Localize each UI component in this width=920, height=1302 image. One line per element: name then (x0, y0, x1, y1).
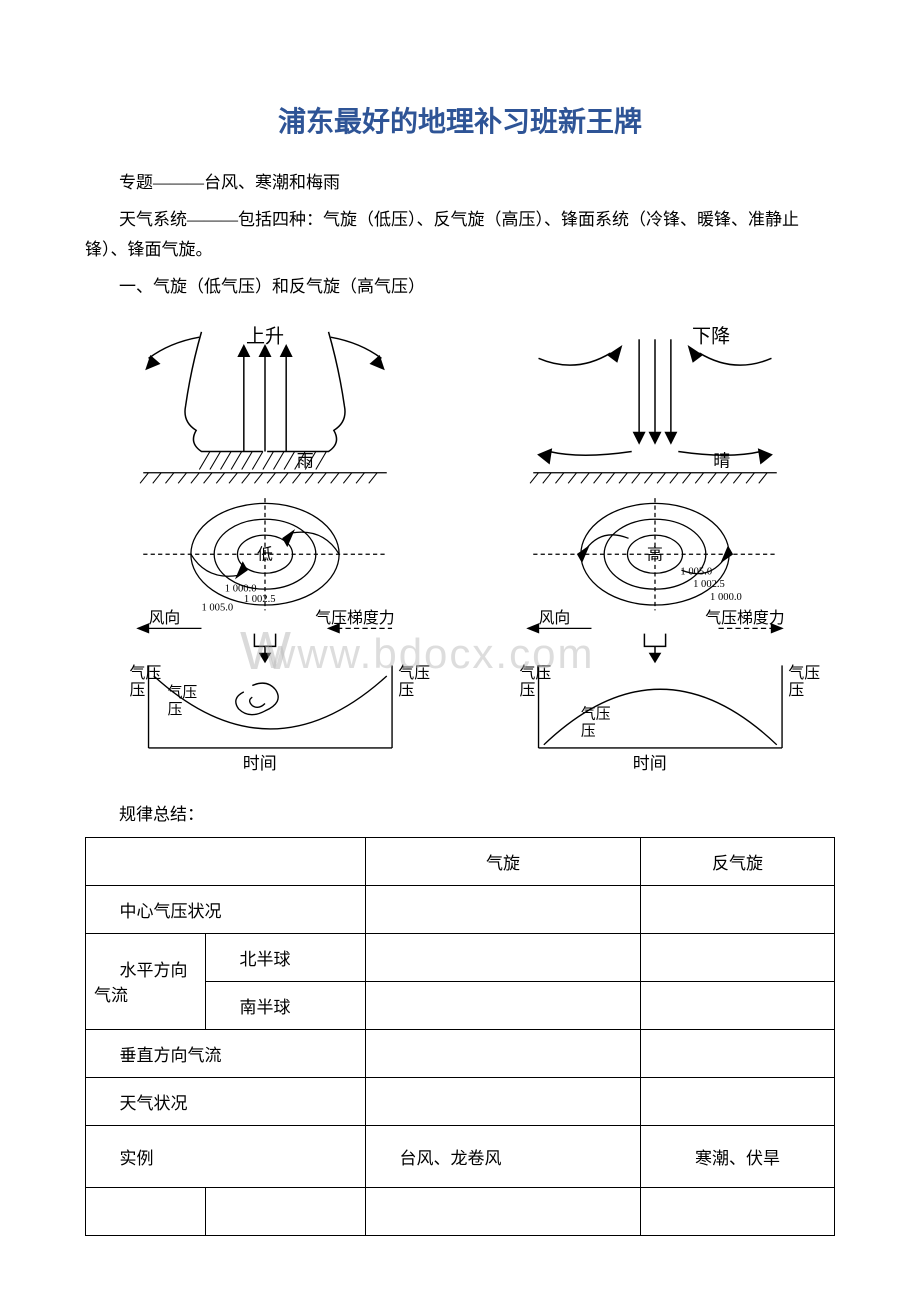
cell-cyclone-example: 台风、龙卷风 (366, 1125, 641, 1187)
svg-text:气压: 气压 (129, 664, 161, 682)
summary-table: 气旋 反气旋 中心气压状况 水平方向气流 北半球 南半球 垂直方向气流 天气状况 (85, 837, 835, 1236)
svg-text:高: 高 (647, 546, 663, 564)
col-header-anticyclone: 反气旋 (640, 837, 834, 885)
cell (366, 933, 641, 981)
anticyclone-diagram: 下降 晴 (475, 316, 835, 771)
page-title: 浦东最好的地理补习班新王牌 (85, 100, 835, 140)
row-north-hemi: 北半球 (206, 933, 366, 981)
cell (640, 885, 834, 933)
cell (86, 1187, 206, 1235)
paragraph-section-1: 一、气旋（低气压）和反气旋（高气压） (85, 272, 835, 303)
table-row: 实例 台风、龙卷风 寒潮、伏旱 (86, 1125, 835, 1187)
cell (366, 981, 641, 1029)
row-weather: 天气状况 (86, 1077, 366, 1125)
svg-text:下降: 下降 (692, 326, 730, 348)
cell-empty (86, 837, 366, 885)
cell (640, 1077, 834, 1125)
cell (366, 1077, 641, 1125)
table-row: 水平方向气流 北半球 (86, 933, 835, 981)
svg-text:时间: 时间 (243, 755, 277, 772)
cell (366, 1029, 641, 1077)
table-row: 天气状况 (86, 1077, 835, 1125)
svg-text:气压梯度力: 气压梯度力 (705, 609, 784, 627)
anticyclone-svg: 下降 晴 (475, 316, 835, 771)
diagram-row: 上升 雨 (85, 316, 835, 771)
svg-text:风向: 风向 (149, 609, 181, 627)
svg-text:气压: 气压 (788, 664, 820, 682)
col-header-cyclone: 气旋 (366, 837, 641, 885)
cyclone-diagram: 上升 雨 (85, 316, 445, 771)
svg-text:压: 压 (398, 682, 414, 699)
svg-text:1 002.5: 1 002.5 (693, 579, 725, 590)
table-row: 中心气压状况 (86, 885, 835, 933)
svg-text:压: 压 (168, 701, 183, 718)
svg-text:雨: 雨 (297, 452, 314, 471)
svg-text:气压: 气压 (168, 685, 198, 702)
cell (640, 1029, 834, 1077)
svg-text:压: 压 (788, 682, 804, 699)
cell (366, 1187, 641, 1235)
cell (640, 1187, 834, 1235)
cell-anticyclone-example: 寒潮、伏旱 (640, 1125, 834, 1187)
cell (640, 981, 834, 1029)
row-horizontal-flow: 水平方向气流 (86, 933, 206, 1029)
row-vertical-flow: 垂直方向气流 (86, 1029, 366, 1077)
svg-text:压: 压 (581, 723, 596, 740)
cell (206, 1187, 366, 1235)
row-center-pressure: 中心气压状况 (86, 885, 366, 933)
svg-text:1 005.0: 1 005.0 (201, 603, 233, 614)
svg-text:晴: 晴 (713, 452, 730, 471)
svg-text:1 000.0: 1 000.0 (225, 584, 257, 595)
svg-text:气压: 气压 (581, 706, 611, 723)
svg-text:1 005.0: 1 005.0 (680, 567, 712, 578)
page-content: 浦东最好的地理补习班新王牌 专题———台风、寒潮和梅雨 天气系统———包括四种：… (85, 100, 835, 1236)
svg-text:气压梯度力: 气压梯度力 (315, 609, 394, 627)
table-row: 气旋 反气旋 (86, 837, 835, 885)
table-row (86, 1187, 835, 1235)
cell (366, 885, 641, 933)
svg-text:低: 低 (257, 546, 273, 564)
row-examples: 实例 (86, 1125, 366, 1187)
svg-text:气压: 气压 (398, 664, 430, 682)
paragraph-weather-systems: 天气系统———包括四种：气旋（低压）、反气旋（高压）、锋面系统（冷锋、暖锋、准静… (85, 205, 835, 266)
svg-text:风向: 风向 (539, 609, 571, 627)
svg-text:时间: 时间 (633, 755, 667, 772)
row-south-hemi: 南半球 (206, 981, 366, 1029)
summary-label: 规律总结： (85, 800, 835, 825)
paragraph-topic: 专题———台风、寒潮和梅雨 (85, 168, 835, 199)
table-row: 垂直方向气流 (86, 1029, 835, 1077)
cyclone-svg: 上升 雨 (85, 316, 445, 771)
svg-text:压: 压 (129, 682, 145, 699)
svg-text:压: 压 (519, 682, 535, 699)
svg-text:上升: 上升 (246, 326, 284, 348)
svg-text:1 000.0: 1 000.0 (710, 592, 742, 603)
cell (640, 933, 834, 981)
svg-text:气压: 气压 (519, 664, 551, 682)
svg-text:1 002.5: 1 002.5 (244, 594, 276, 605)
